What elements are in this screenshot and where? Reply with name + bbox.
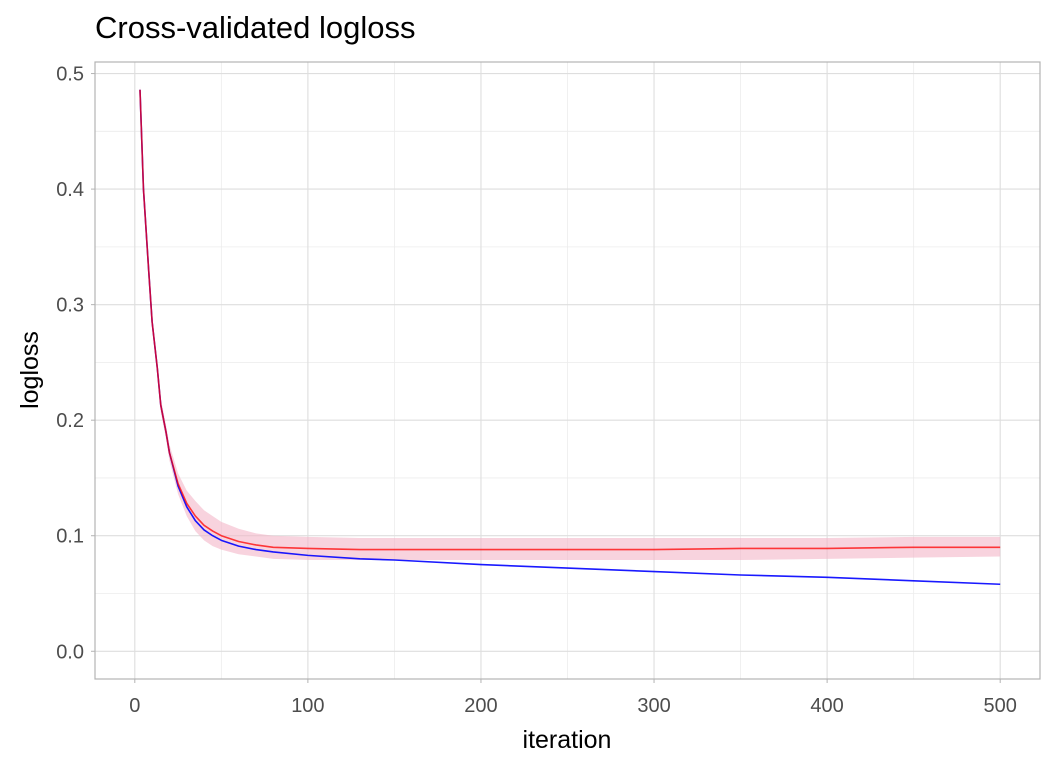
y-tick-label: 0.2 [56, 410, 84, 432]
y-tick-label: 0.0 [56, 641, 84, 663]
series-lines [139, 89, 1001, 586]
y-tick-label: 0.3 [56, 295, 84, 317]
y-tick-label: 0.1 [56, 526, 84, 548]
minor-gridlines [95, 62, 1040, 679]
x-tick-label: 300 [637, 695, 670, 717]
x-tick-label: 200 [464, 695, 497, 717]
x-axis-tick-labels: 0 100 200 300 400 500 [129, 679, 1017, 717]
y-tick-label: 0.4 [56, 179, 84, 201]
x-tick-label: 0 [129, 695, 140, 717]
y-axis-tick-labels: 0.0 0.1 0.2 0.3 0.4 0.5 [56, 64, 95, 663]
x-tick-label: 100 [291, 695, 324, 717]
x-tick-label: 400 [810, 695, 843, 717]
x-axis-title: iteration [523, 726, 612, 754]
chart-title: Cross-validated logloss [95, 10, 416, 45]
y-tick-label: 0.5 [56, 64, 84, 86]
plot-border [94, 61, 1041, 680]
x-tick-label: 500 [984, 695, 1017, 717]
y-axis-title: logloss [16, 331, 44, 409]
series-0-line [139, 89, 1001, 551]
